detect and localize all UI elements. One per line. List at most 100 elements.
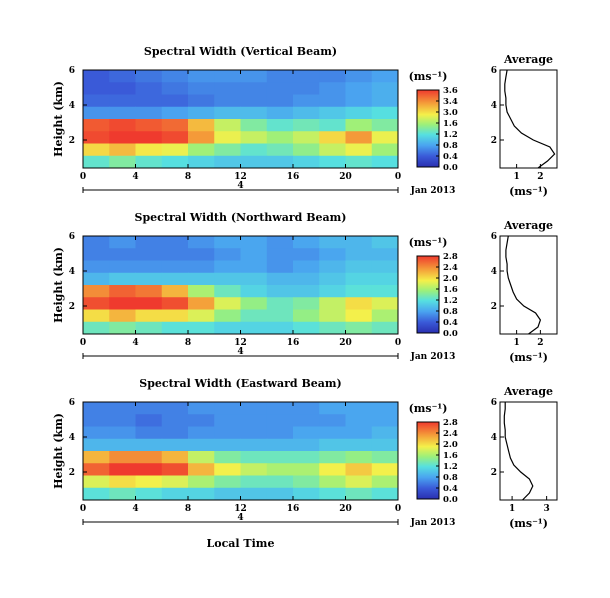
heatmap-cell bbox=[214, 260, 241, 274]
heatmap-cell bbox=[109, 94, 136, 108]
heatmap-cell bbox=[266, 272, 294, 286]
heatmap-cell bbox=[135, 414, 163, 427]
heatmap-cell bbox=[240, 414, 268, 427]
average-profile-line bbox=[504, 69, 556, 169]
heatmap-cell bbox=[293, 248, 320, 261]
x-tick-label: 16 bbox=[287, 338, 300, 348]
heatmap-cell bbox=[266, 297, 294, 310]
heatmap-cell bbox=[240, 143, 268, 157]
heatmap-cell bbox=[188, 309, 215, 323]
heatmap-title: Spectral Width (Northward Beam) bbox=[135, 211, 347, 224]
average-y-tick-label: 4 bbox=[491, 433, 497, 443]
date-marker: 4 bbox=[237, 181, 243, 191]
heatmap-cell bbox=[135, 451, 163, 464]
heatmap-cell bbox=[371, 321, 399, 335]
heatmap-cell bbox=[319, 487, 346, 501]
heatmap-cell bbox=[266, 285, 294, 298]
heatmap-cell bbox=[240, 297, 268, 310]
average-y-tick-label: 2 bbox=[491, 302, 497, 312]
x-tick-label: 20 bbox=[339, 504, 352, 514]
colorbar-tick-label: 1.2 bbox=[443, 462, 458, 472]
date-label: Jan 2013 bbox=[410, 518, 456, 528]
heatmap-cell bbox=[345, 155, 373, 169]
heatmap-cell bbox=[371, 236, 399, 249]
heatmap-cell bbox=[161, 272, 189, 286]
heatmap-cell bbox=[83, 487, 110, 501]
heatmap-cell bbox=[109, 272, 136, 286]
y-axis-label: Height (km) bbox=[52, 413, 65, 489]
x-tick-label: 8 bbox=[185, 172, 191, 182]
y-tick-label: 6 bbox=[69, 232, 75, 242]
heatmap-cell bbox=[214, 402, 241, 415]
heatmap-cell bbox=[345, 414, 373, 427]
heatmap-cell bbox=[135, 321, 163, 335]
heatmap-cell bbox=[109, 321, 136, 335]
heatmap-cell bbox=[371, 248, 399, 261]
heatmap-cell bbox=[293, 82, 320, 95]
heatmap-cell bbox=[83, 475, 110, 489]
heatmap-cell bbox=[161, 70, 189, 83]
heatmap-cell bbox=[345, 236, 373, 249]
heatmap-cell bbox=[345, 106, 373, 120]
average-y-tick-label: 6 bbox=[491, 398, 497, 408]
heatmap-cell bbox=[345, 70, 373, 83]
heatmap-cell bbox=[240, 321, 268, 335]
x-tick-label: 0 bbox=[395, 504, 401, 514]
x-tick-label: 12 bbox=[234, 338, 247, 348]
heatmap-cell bbox=[135, 82, 163, 95]
average-y-tick-label: 2 bbox=[491, 468, 497, 478]
heatmap-cell bbox=[188, 414, 215, 427]
date-label: Jan 2013 bbox=[410, 186, 456, 196]
heatmap-cell bbox=[188, 143, 215, 157]
heatmap-cell bbox=[161, 260, 189, 274]
heatmap-cell bbox=[83, 248, 110, 261]
heatmap-cell bbox=[293, 475, 320, 489]
average-frame bbox=[499, 69, 558, 169]
y-tick-label: 6 bbox=[69, 66, 75, 76]
heatmap-cell bbox=[214, 414, 241, 427]
heatmap-cell bbox=[266, 426, 294, 440]
heatmap-cell bbox=[135, 131, 163, 144]
heatmap-cell bbox=[240, 70, 268, 83]
heatmap-cell bbox=[293, 70, 320, 83]
heatmap-cell bbox=[161, 119, 189, 132]
colorbar-unit: (ms⁻¹) bbox=[409, 402, 448, 415]
heatmap-cell bbox=[319, 155, 346, 169]
heatmap-cell bbox=[371, 70, 399, 83]
heatmap-cell bbox=[345, 272, 373, 286]
heatmap-cell bbox=[109, 260, 136, 274]
heatmap-cell bbox=[83, 426, 110, 440]
colorbar-tick-label: 0.0 bbox=[443, 495, 458, 505]
heatmap-cell bbox=[319, 451, 346, 464]
heatmap-cell bbox=[319, 463, 346, 476]
heatmap-cell bbox=[109, 463, 136, 476]
heatmap-cell bbox=[214, 131, 241, 144]
heatmap-cell bbox=[161, 438, 189, 452]
y-tick-label: 2 bbox=[69, 468, 75, 478]
colorbar-tick-label: 2.0 bbox=[443, 274, 458, 284]
heatmap-cell bbox=[83, 463, 110, 476]
heatmap-cell bbox=[240, 248, 268, 261]
heatmap-cell bbox=[266, 321, 294, 335]
heatmap-cell bbox=[240, 426, 268, 440]
heatmap-cell bbox=[266, 451, 294, 464]
heatmap-cell bbox=[319, 414, 346, 427]
heatmap-cell bbox=[188, 82, 215, 95]
heatmap-cell bbox=[266, 82, 294, 95]
colorbar bbox=[416, 421, 440, 500]
heatmap-cell bbox=[293, 260, 320, 274]
heatmap-cell bbox=[319, 119, 346, 132]
heatmap-cell bbox=[266, 438, 294, 452]
colorbar-tick-label: 3.4 bbox=[443, 97, 458, 107]
colorbar-tick-label: 2.0 bbox=[443, 440, 458, 450]
heatmap-cell bbox=[135, 272, 163, 286]
colorbar-tick-label: 0.8 bbox=[443, 473, 458, 483]
heatmap-cell bbox=[293, 426, 320, 440]
heatmap-cell bbox=[293, 297, 320, 310]
heatmap-cell bbox=[188, 260, 215, 274]
heatmap-cell bbox=[319, 131, 346, 144]
heatmap-cell bbox=[188, 426, 215, 440]
heatmap-cell bbox=[345, 260, 373, 274]
heatmap-cell bbox=[135, 236, 163, 249]
y-tick-label: 4 bbox=[69, 433, 75, 443]
